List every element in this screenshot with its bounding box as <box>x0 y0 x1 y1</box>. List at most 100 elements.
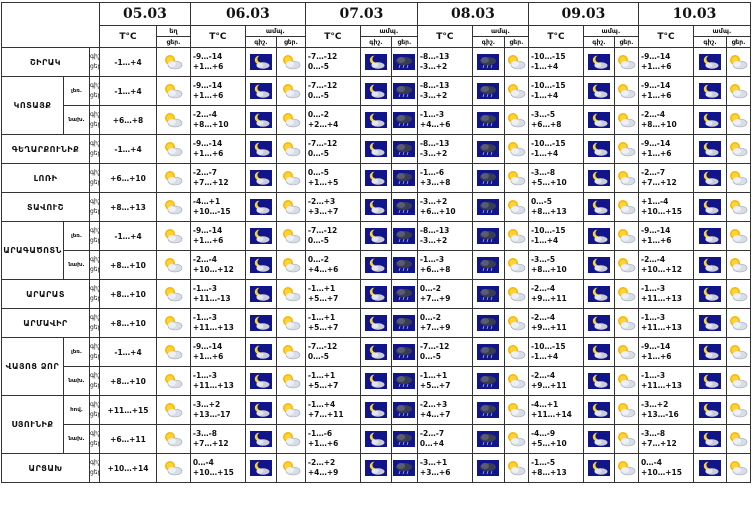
weather-cell <box>244 47 277 77</box>
weather-cell <box>275 250 306 280</box>
moon-cloud-icon <box>698 286 721 302</box>
weather-cell <box>275 105 306 135</box>
temp-value-day: +5…+7 <box>307 323 339 332</box>
weather-cell <box>582 47 615 77</box>
subregion-label: նախ. <box>63 366 90 396</box>
temp-value: -1…-5 +8…+13 <box>527 453 584 483</box>
weather-cell <box>275 453 306 483</box>
weather-cell <box>503 250 529 280</box>
weather-cell <box>692 76 727 106</box>
storm-cloud-icon <box>477 315 500 331</box>
moon-cloud-icon <box>698 431 721 447</box>
weather-cell <box>275 76 306 106</box>
weather-cell <box>692 250 727 280</box>
period-label-night: գիշ. <box>90 459 99 466</box>
weather-cell <box>582 221 615 251</box>
temp-value: -4…+1 +10…-15 <box>189 192 246 222</box>
weather-cell <box>244 221 277 251</box>
weather-cell <box>582 308 615 338</box>
weather-cell <box>471 366 505 396</box>
temp-value: -9…-14 +1…+6 <box>189 337 246 367</box>
moon-cloud-icon <box>587 373 610 389</box>
temp-value-day: +5…+10 <box>530 178 567 187</box>
storm-cloud-icon <box>393 112 416 128</box>
partly-sunny-icon <box>618 461 636 476</box>
weather-cell <box>471 47 505 77</box>
partly-sunny-icon <box>618 142 636 157</box>
temp-value: -3…-8 +7…+12 <box>637 424 694 454</box>
storm-cloud-icon <box>477 344 500 360</box>
moon-cloud-icon <box>249 199 272 215</box>
temp-value-night: -1…-6 <box>419 168 445 177</box>
temp-value: 0…-2 +7…+9 <box>416 308 473 338</box>
temp-value-night: -2…-7 <box>192 168 218 177</box>
temp-value: +8…+10 <box>99 279 158 309</box>
weather-cell <box>692 453 727 483</box>
table-row: ՏԱՎՈՒՇգիշ.ցեր.+8…+13-4…+1+10…-15-2…+3+3…… <box>1 192 752 222</box>
period-label-night: գիշ. <box>90 198 99 205</box>
temp-value-night: -2…+3 <box>307 197 336 206</box>
temp-value: -9…-14 +1…+6 <box>637 47 694 77</box>
storm-cloud-icon <box>393 83 416 99</box>
weather-cell <box>725 366 752 396</box>
partly-sunny-icon <box>282 229 301 244</box>
period-label-day: ցեր. <box>90 353 99 360</box>
temp-value-night: -4…-9 <box>530 429 556 438</box>
weather-cell <box>503 134 529 164</box>
period-label-night: գիշ. <box>90 256 99 263</box>
partly-sunny-icon <box>730 113 748 128</box>
temp-value-day: +4…+7 <box>419 410 451 419</box>
temp-value: -7…-12 0…-5 <box>304 76 361 106</box>
partly-sunny-icon <box>165 316 183 331</box>
partly-sunny-icon <box>282 171 301 186</box>
temp-value-night: -8…-13 <box>419 52 450 61</box>
temp-value-night: -2…-4 <box>192 255 218 264</box>
storm-cloud-icon <box>477 54 500 70</box>
table-row: ՇԻՐԱԿգիշ.ցեր.-1…+4-9…-14+1…+6-7…-120…-5-… <box>1 47 752 77</box>
temp-value-day: +4…+9 <box>307 468 339 477</box>
cloud-header: ամպ. <box>244 25 306 37</box>
storm-cloud-icon <box>393 257 416 273</box>
partly-sunny-icon <box>282 287 301 302</box>
temp-value-day: 0…-5 <box>307 91 329 100</box>
temp-value-day: +10…-15 <box>192 207 231 216</box>
temp-value-day: -3…+2 <box>419 91 448 100</box>
night-header: գիշ. <box>692 36 727 48</box>
weather-cell <box>582 163 615 193</box>
period-label-night: գիշ. <box>90 314 99 321</box>
period-label-night: գիշ. <box>90 82 99 89</box>
partly-sunny-icon <box>165 461 183 476</box>
temp-value: -1…+4 <box>99 337 158 367</box>
temp-value-day: +10…+12 <box>192 265 234 274</box>
partly-sunny-icon <box>282 200 301 215</box>
temp-value-night: -3…-5 <box>530 255 556 264</box>
moon-cloud-icon <box>698 344 721 360</box>
temp-value: -10…-15 -1…+4 <box>527 337 584 367</box>
temp-value-day: +7…+9 <box>419 294 451 303</box>
temp-value-night: -1…-6 <box>307 429 333 438</box>
weather-cell <box>692 308 727 338</box>
period-label: գիշ. ցեր. <box>88 105 101 135</box>
temp-header: T°C <box>304 25 361 48</box>
temp-value-day: +8…+13 <box>530 468 567 477</box>
period-label-day: ցեր. <box>90 121 99 128</box>
partly-sunny-icon <box>730 374 748 389</box>
temp-value: -2…-4 +9…+11 <box>527 279 584 309</box>
temp-value-night: -1…+1 <box>419 371 448 380</box>
subregion-label: նախ. <box>63 105 90 135</box>
partly-sunny-icon <box>618 374 636 389</box>
temp-value: -10…-15 -1…+4 <box>527 76 584 106</box>
weather-cell <box>471 250 505 280</box>
temp-value-day: +9…+11 <box>530 381 567 390</box>
weather-cell <box>359 337 392 367</box>
weather-cell <box>613 424 639 454</box>
storm-cloud-icon <box>393 431 416 447</box>
temp-value-night: -1…-3 <box>640 313 666 322</box>
temp-header: T°C <box>189 25 246 48</box>
weather-cell <box>503 366 529 396</box>
weather-cell <box>692 47 727 77</box>
moon-cloud-icon <box>587 315 610 331</box>
period-label-night: գիշ. <box>90 169 99 176</box>
subregion-label: հով. <box>63 395 90 425</box>
moon-cloud-icon <box>364 286 387 302</box>
